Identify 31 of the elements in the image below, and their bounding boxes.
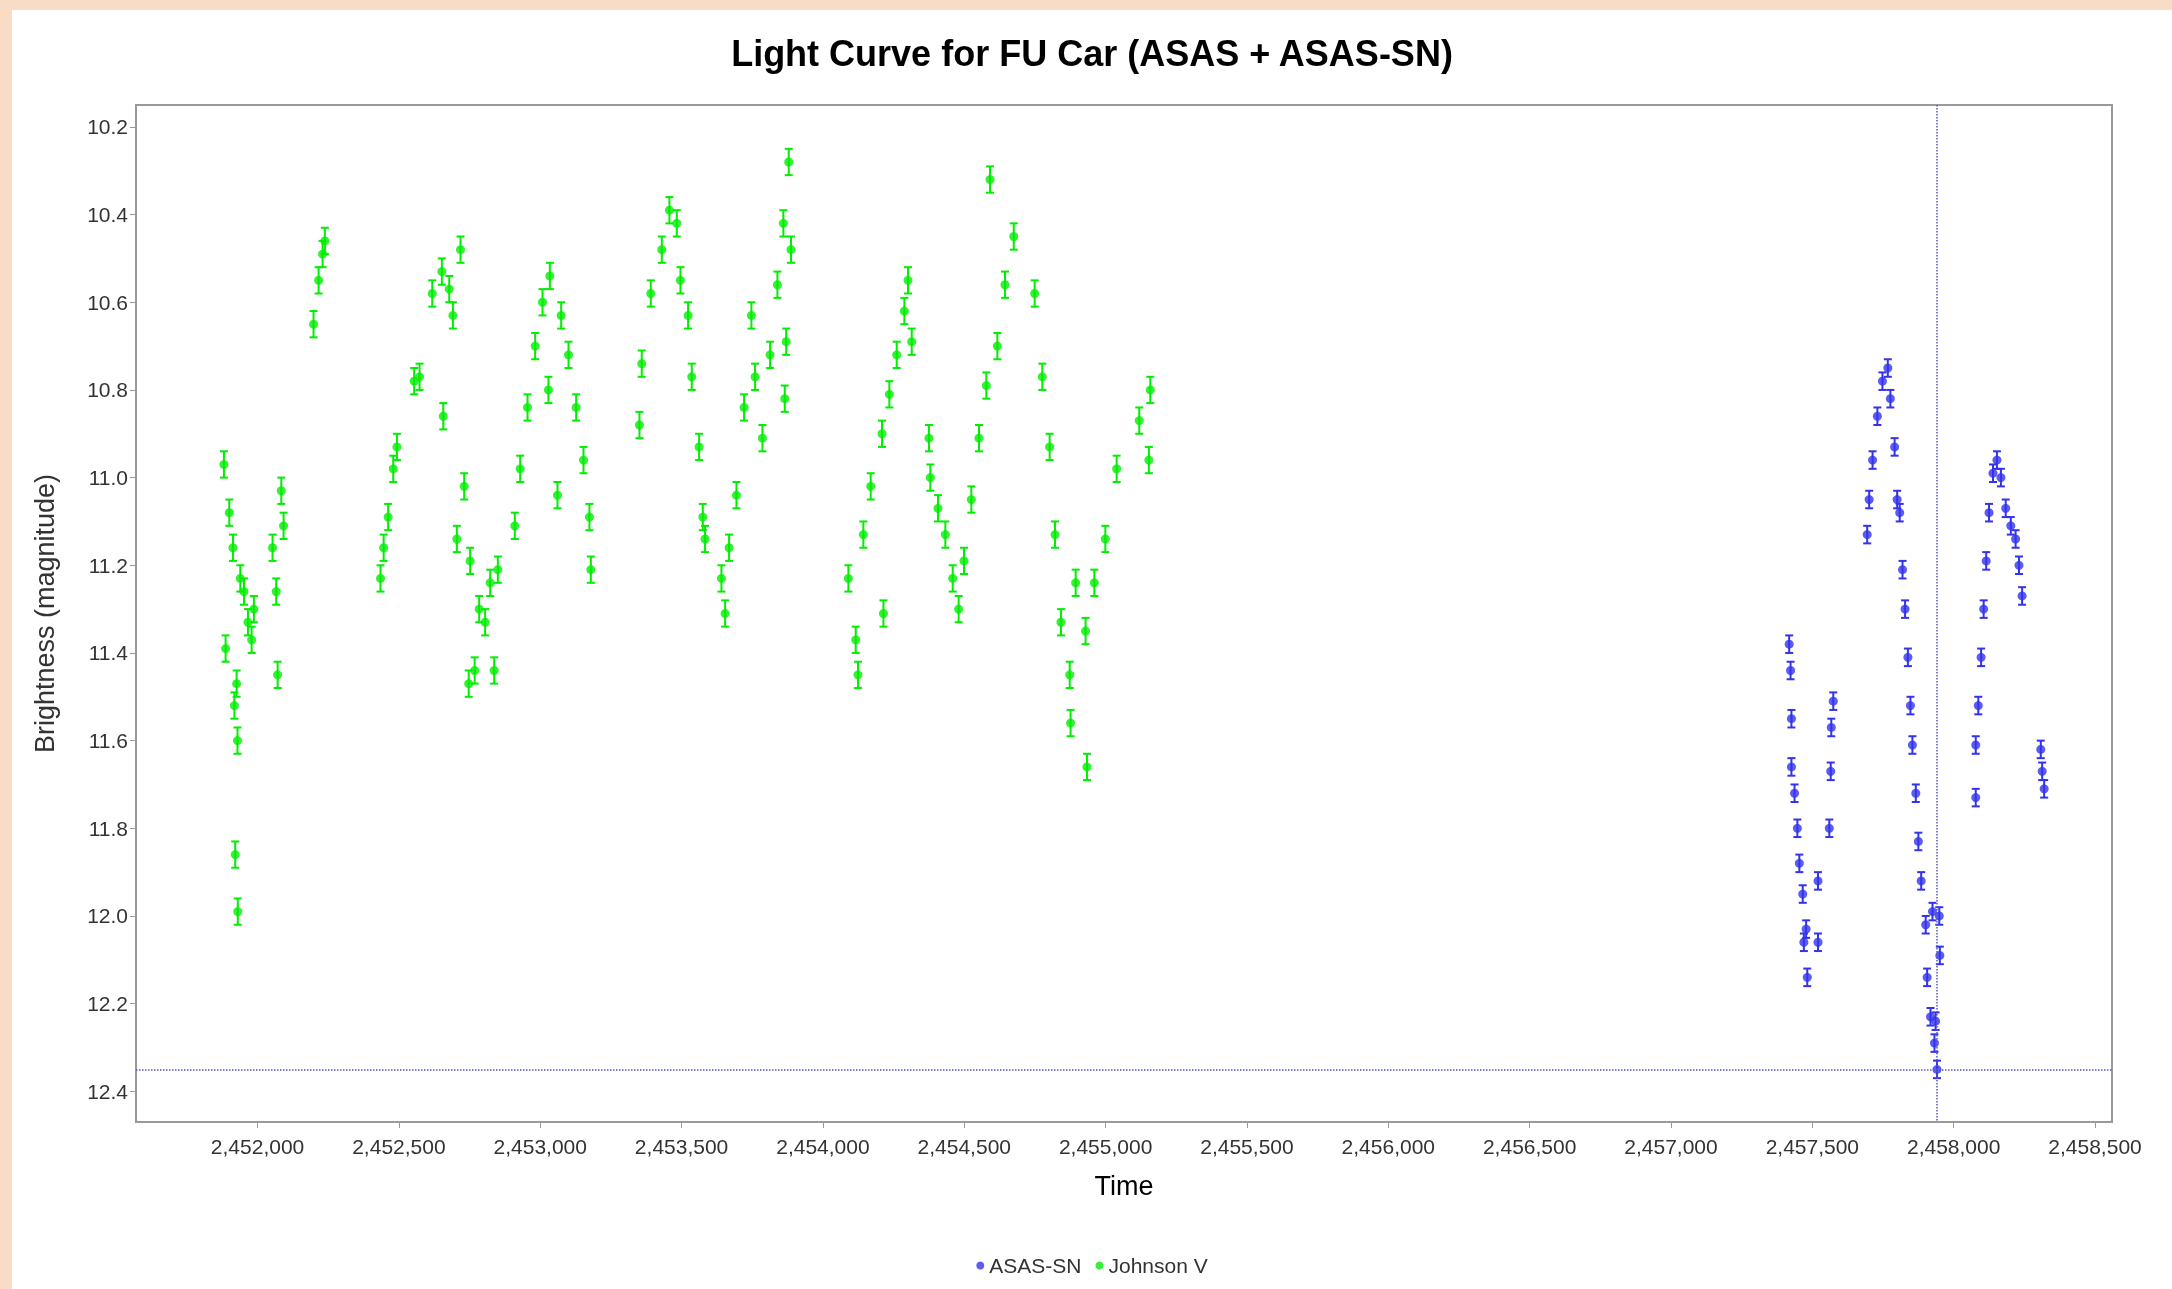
x-tick-label: 2,456,500 <box>1482 1135 1577 1158</box>
y-tick-label: 11.4 <box>88 641 129 665</box>
x-tick-label: 2,452,000 <box>210 1135 305 1158</box>
x-tick-label: 2,455,000 <box>1058 1135 1153 1158</box>
x-tick-label: 2,452,500 <box>352 1135 446 1158</box>
y-tick-label: 10.4 <box>87 203 129 227</box>
x-tick-label: 2,453,500 <box>634 1135 729 1158</box>
legend-label: ASAS-SN <box>989 1254 1082 1277</box>
y-tick-label: 10.6 <box>87 290 128 314</box>
y-tick-label: 12.2 <box>87 992 128 1016</box>
y-axis-title: Brightness (magnitude) <box>29 473 60 754</box>
chart-title: Light Curve for FU Car (ASAS + ASAS-SN) <box>731 32 1453 74</box>
x-tick-label: 2,454,500 <box>917 1135 1011 1158</box>
x-tick-label: 2,456,000 <box>1341 1135 1436 1158</box>
y-tick-label: 11.6 <box>88 729 128 753</box>
y-tick-label: 11.0 <box>88 466 128 490</box>
x-tick-label: 2,457,500 <box>1765 1135 1860 1158</box>
y-tick-label: 11.2 <box>88 553 128 577</box>
y-tick-label: 10.2 <box>87 115 128 139</box>
y-tick-label: 10.8 <box>87 378 128 402</box>
legend-label: Johnson V <box>1108 1254 1208 1277</box>
x-tick-label: 2,454,000 <box>776 1135 870 1158</box>
x-tick-label: 2,458,000 <box>1906 1135 2001 1158</box>
y-tick-label: 12.4 <box>87 1079 129 1103</box>
x-axis-title: Time <box>1094 1170 1154 1201</box>
x-tick-label: 2,457,000 <box>1624 1135 1718 1158</box>
x-tick-label: 2,453,000 <box>493 1135 587 1158</box>
x-tick-label: 2,455,500 <box>1200 1135 1294 1158</box>
x-tick-label: 2,458,500 <box>2048 1135 2142 1158</box>
y-tick-label: 11.8 <box>88 816 128 840</box>
y-tick-label: 12.0 <box>87 904 128 928</box>
